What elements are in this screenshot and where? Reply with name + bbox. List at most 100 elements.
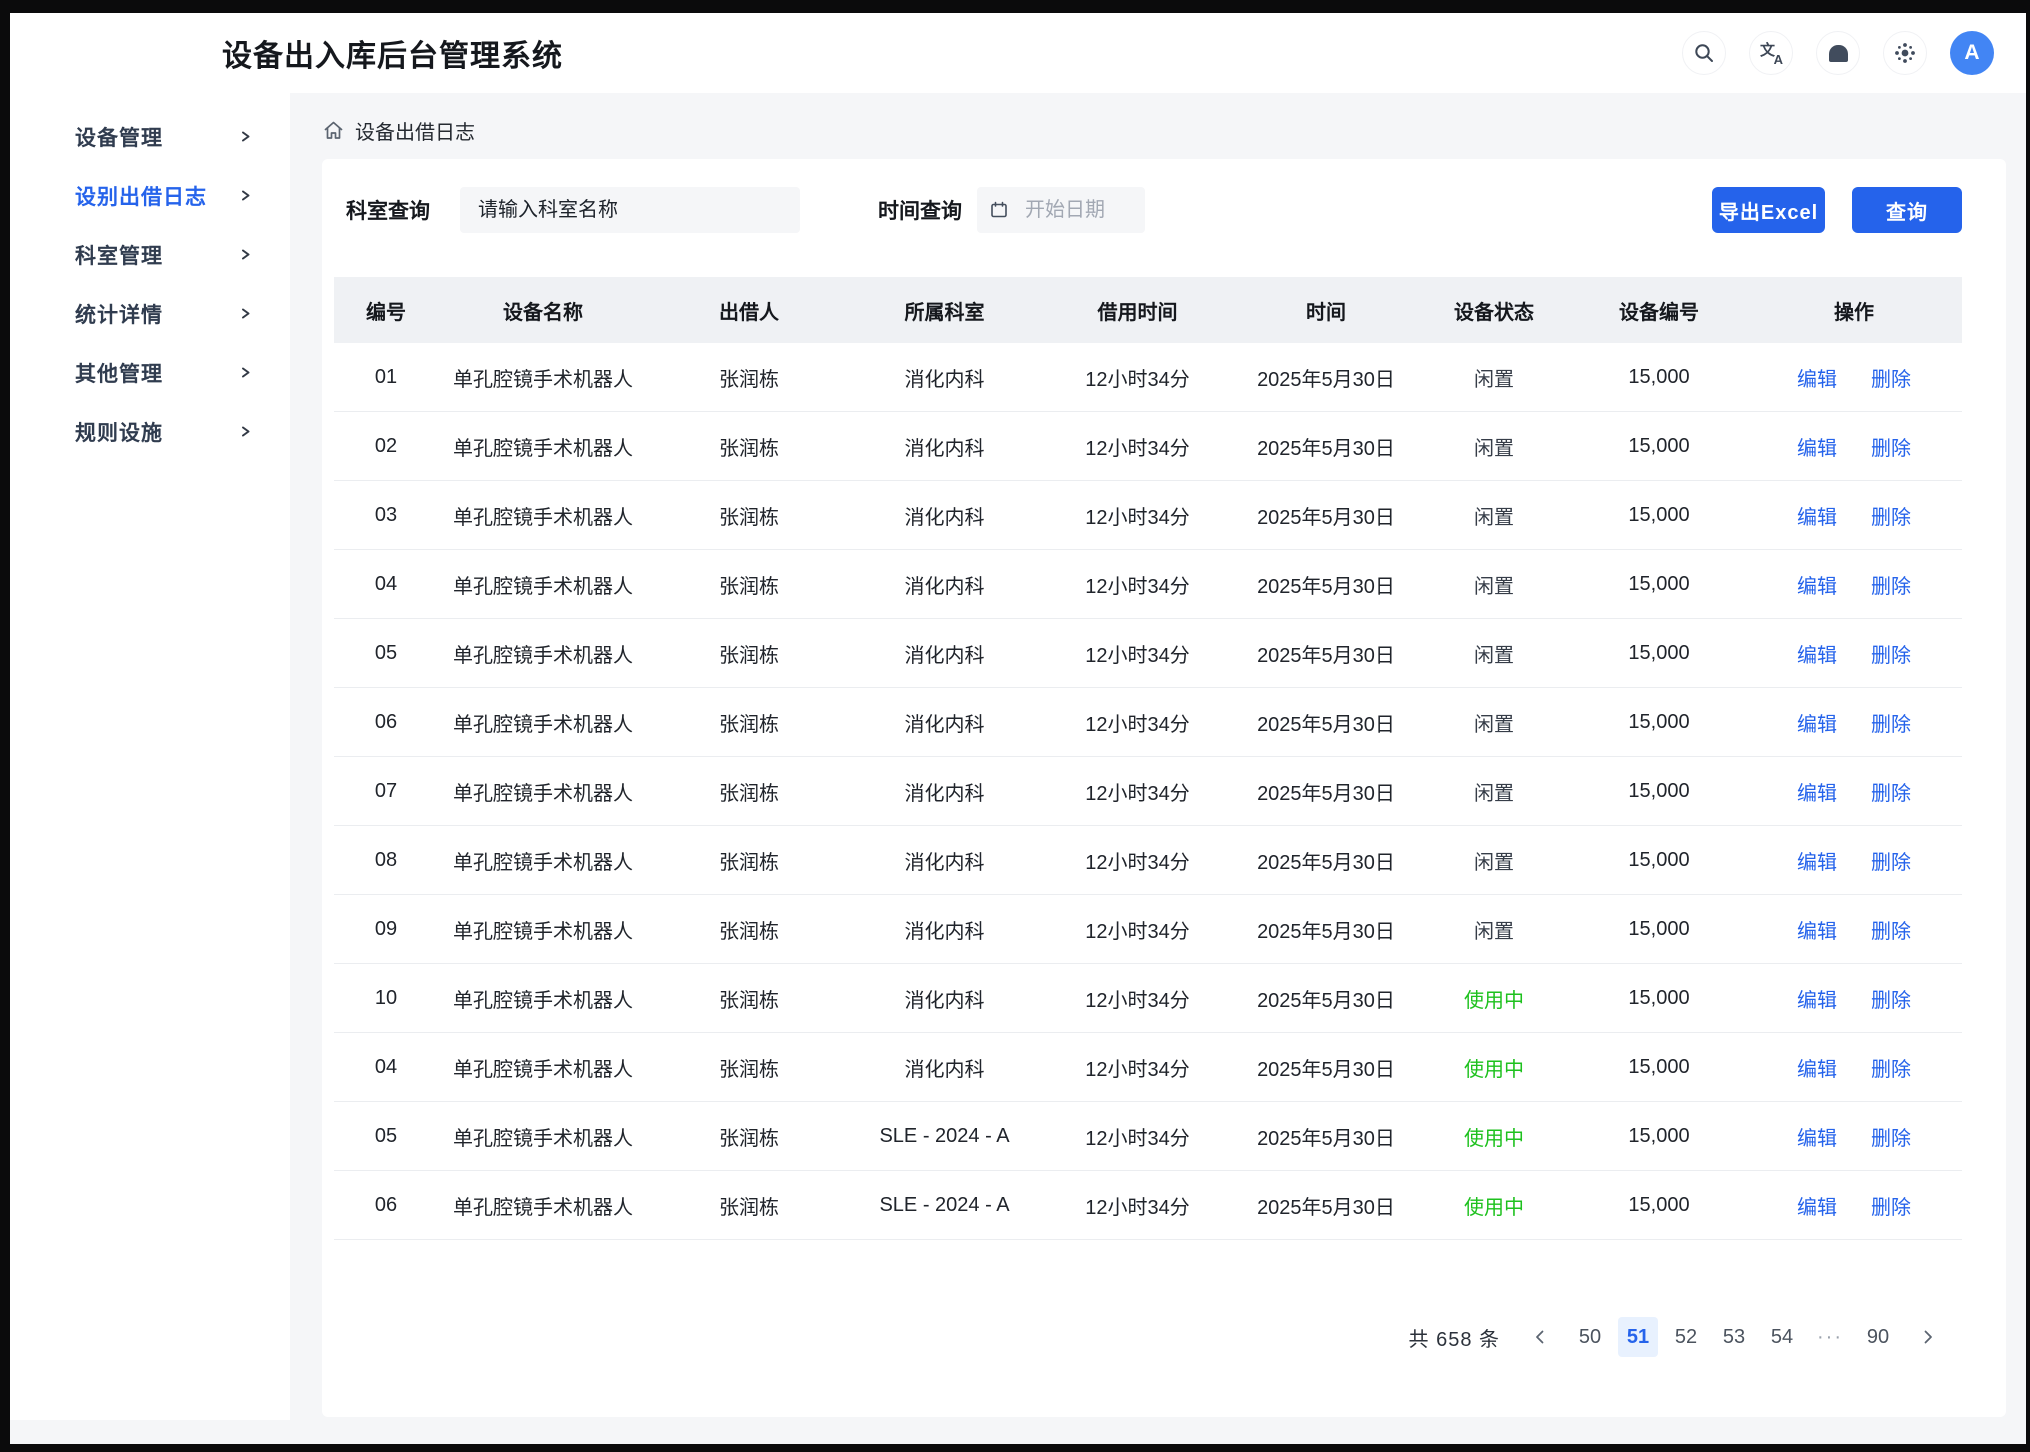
cell-status: 闲置	[1474, 575, 1514, 598]
cell-id: 10	[374, 986, 398, 1009]
cell-duration: 12小时34分	[1085, 1058, 1190, 1081]
cell-device-no: 15,000	[1628, 986, 1690, 1009]
export-excel-button[interactable]: 导出Excel	[1712, 187, 1825, 233]
delete-link[interactable]: 删除	[1871, 851, 1911, 874]
sidebar-item[interactable]: 设备管理	[10, 107, 290, 166]
main-content: 设备出借日志 科室查询 时间查询	[290, 93, 2026, 1420]
page-number[interactable]: 50	[1578, 1325, 1602, 1348]
cell-device-name: 单孔腔镜手术机器人	[453, 1196, 633, 1219]
dept-query-input[interactable]	[460, 187, 800, 233]
page-number[interactable]: 90	[1866, 1325, 1890, 1348]
cell-dept: 消化内科	[904, 506, 985, 529]
page-number[interactable]: 54	[1770, 1325, 1794, 1348]
delete-link[interactable]: 删除	[1871, 575, 1911, 598]
cell-lender: 张润栋	[719, 713, 779, 736]
edit-link[interactable]: 编辑	[1797, 644, 1837, 667]
breadcrumb: 设备出借日志	[322, 115, 2026, 145]
edit-link[interactable]: 编辑	[1797, 1196, 1837, 1219]
edit-link[interactable]: 编辑	[1797, 989, 1837, 1012]
edit-link[interactable]: 编辑	[1797, 1058, 1837, 1081]
edit-link[interactable]: 编辑	[1797, 506, 1837, 529]
delete-link[interactable]: 删除	[1871, 1127, 1911, 1150]
chevron-right-icon	[239, 189, 252, 202]
sidebar-item[interactable]: 规则设施	[10, 402, 290, 461]
page-number[interactable]: 51	[1618, 1317, 1658, 1357]
cell-lender: 张润栋	[719, 644, 779, 667]
delete-link[interactable]: 删除	[1871, 1196, 1911, 1219]
edit-link[interactable]: 编辑	[1797, 575, 1837, 598]
edit-link[interactable]: 编辑	[1797, 851, 1837, 874]
delete-link[interactable]: 删除	[1871, 506, 1911, 529]
edit-link[interactable]: 编辑	[1797, 368, 1837, 391]
sidebar-item[interactable]: 科室管理	[10, 225, 290, 284]
delete-link[interactable]: 删除	[1871, 713, 1911, 736]
next-page-button[interactable]	[1910, 1317, 1946, 1357]
cell-duration: 12小时34分	[1085, 644, 1190, 667]
cell-device-no: 15,000	[1628, 641, 1690, 664]
cell-device-no: 15,000	[1628, 503, 1690, 526]
user-avatar[interactable]: A	[1950, 31, 1994, 75]
search-icon	[1693, 42, 1715, 64]
theme-button[interactable]	[1883, 31, 1927, 75]
sidebar-item[interactable]: 设别出借日志	[10, 166, 290, 225]
cell-device-name: 单孔腔镜手术机器人	[453, 644, 633, 667]
cell-date: 2025年5月30日	[1257, 1127, 1395, 1150]
edit-link[interactable]: 编辑	[1797, 1127, 1837, 1150]
cell-device-no: 15,000	[1628, 1124, 1690, 1147]
delete-link[interactable]: 删除	[1871, 1058, 1911, 1081]
col-header-lender: 出借人	[719, 301, 779, 324]
cell-duration: 12小时34分	[1085, 437, 1190, 460]
query-button[interactable]: 查询	[1852, 187, 1962, 233]
prev-page-button[interactable]	[1522, 1317, 1558, 1357]
sidebar-item-label: 规则设施	[75, 421, 163, 445]
cell-lender: 张润栋	[719, 437, 779, 460]
delete-link[interactable]: 删除	[1871, 920, 1911, 943]
sidebar-item[interactable]: 其他管理	[10, 343, 290, 402]
page-number[interactable]: 53	[1722, 1325, 1746, 1348]
delete-link[interactable]: 删除	[1871, 368, 1911, 391]
delete-link[interactable]: 删除	[1871, 437, 1911, 460]
sidebar-item-label: 设备管理	[75, 126, 163, 150]
start-date-picker[interactable]	[977, 187, 1145, 233]
cell-lender: 张润栋	[719, 506, 779, 529]
chevron-right-icon	[239, 366, 252, 379]
edit-link[interactable]: 编辑	[1797, 782, 1837, 805]
cell-id: 07	[374, 779, 398, 802]
cell-id: 02	[374, 434, 398, 457]
sidebar-item-label: 统计详情	[75, 303, 163, 327]
page-number[interactable]: 52	[1674, 1325, 1698, 1348]
cell-device-name: 单孔腔镜手术机器人	[453, 920, 633, 943]
cell-actions: 编辑 删除	[1746, 363, 1962, 392]
search-button[interactable]	[1682, 31, 1726, 75]
cell-id: 04	[374, 572, 398, 595]
edit-link[interactable]: 编辑	[1797, 437, 1837, 460]
delete-link[interactable]: 删除	[1871, 989, 1911, 1012]
home-icon[interactable]	[322, 119, 345, 142]
cell-id: 05	[374, 1124, 398, 1147]
delete-link[interactable]: 删除	[1871, 782, 1911, 805]
cell-device-name: 单孔腔镜手术机器人	[453, 989, 633, 1012]
table-row: 04 单孔腔镜手术机器人 张润栋 消化内科 12小时34分 2025年5月30日…	[334, 1033, 1962, 1102]
chevron-right-icon	[239, 130, 252, 143]
table-body: 01 单孔腔镜手术机器人 张润栋 消化内科 12小时34分 2025年5月30日…	[334, 343, 1962, 1240]
cell-id: 08	[374, 848, 398, 871]
cell-actions: 编辑 删除	[1746, 915, 1962, 944]
start-date-input[interactable]	[1023, 197, 1127, 223]
notification-button[interactable]	[1816, 31, 1860, 75]
cell-actions: 编辑 删除	[1746, 432, 1962, 461]
edit-link[interactable]: 编辑	[1797, 920, 1837, 943]
delete-link[interactable]: 删除	[1871, 644, 1911, 667]
cell-device-no: 15,000	[1628, 434, 1690, 457]
cell-dept: 消化内科	[904, 437, 985, 460]
table-row: 02 单孔腔镜手术机器人 张润栋 消化内科 12小时34分 2025年5月30日…	[334, 412, 1962, 481]
cell-dept: SLE - 2024 - A	[879, 1124, 1010, 1147]
cell-date: 2025年5月30日	[1257, 1058, 1395, 1081]
edit-link[interactable]: 编辑	[1797, 713, 1837, 736]
cell-dept: 消化内科	[904, 1058, 985, 1081]
cell-dept: 消化内科	[904, 989, 985, 1012]
table-row: 06 单孔腔镜手术机器人 张润栋 SLE - 2024 - A 12小时34分 …	[334, 1171, 1962, 1240]
sidebar-item[interactable]: 统计详情	[10, 284, 290, 343]
